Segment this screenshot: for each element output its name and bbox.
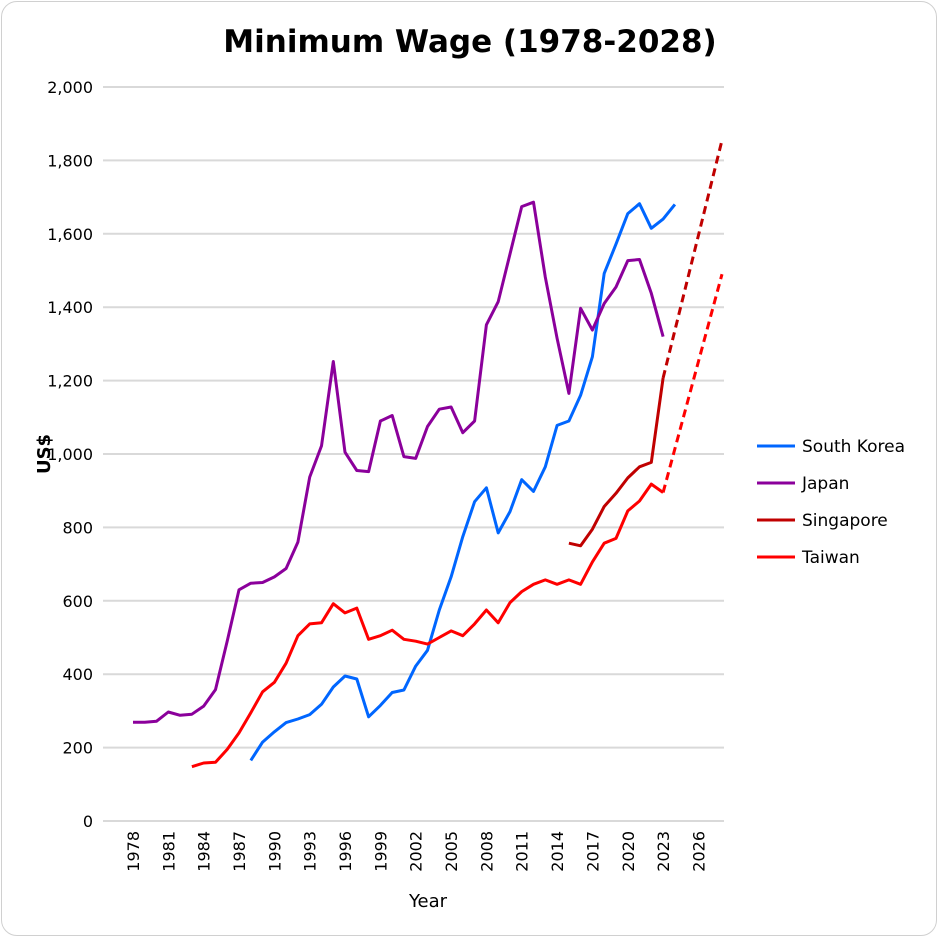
y-tick-label: 400 xyxy=(62,665,93,684)
chart-title: Minimum Wage (1978-2028) xyxy=(223,24,716,60)
y-tick-label: 800 xyxy=(62,518,93,537)
y-tick-label: 1,800 xyxy=(47,151,93,170)
legend-label-taiwan: Taiwan xyxy=(801,548,860,568)
y-tick-label: 1,000 xyxy=(47,445,93,464)
y-axis-label: US$ xyxy=(34,434,55,474)
series-line-south-korea xyxy=(249,202,677,762)
x-tick-label: 1999 xyxy=(371,831,390,872)
y-tick-label: 2,000 xyxy=(47,78,93,97)
y-tick-label: 0 xyxy=(83,812,93,831)
x-tick-label: 2005 xyxy=(442,831,461,872)
y-tick-label: 600 xyxy=(62,592,93,611)
x-tick-label: 1981 xyxy=(159,831,178,872)
y-tick-label: 1,200 xyxy=(47,372,93,391)
legend-label-singapore: Singapore xyxy=(802,511,888,531)
x-tick-label: 2023 xyxy=(654,831,673,872)
series-line-taiwan xyxy=(191,482,664,769)
projection-line-taiwan xyxy=(661,273,724,493)
legend-label-south-korea: South Korea xyxy=(802,437,905,457)
x-tick-label: 1978 xyxy=(124,831,143,872)
x-tick-label: 2008 xyxy=(477,831,496,872)
projection-line-singapore xyxy=(661,139,724,379)
x-axis-label: Year xyxy=(408,891,448,912)
x-tick-label: 1996 xyxy=(336,831,355,872)
x-tick-label: 2014 xyxy=(548,831,567,872)
y-tick-label: 1,400 xyxy=(47,298,93,317)
x-tick-label: 2002 xyxy=(407,831,426,872)
y-tick-label: 200 xyxy=(62,739,93,758)
x-tick-label: 1987 xyxy=(230,831,249,872)
x-tick-label: 2017 xyxy=(583,831,602,872)
legend-label-japan: Japan xyxy=(801,474,849,494)
x-tick-label: 2011 xyxy=(513,831,532,872)
x-tick-label: 1990 xyxy=(265,831,284,872)
x-tick-label: 2026 xyxy=(689,831,708,872)
series-line-japan xyxy=(133,200,665,724)
x-tick-label: 1993 xyxy=(301,831,320,872)
x-tick-label: 1984 xyxy=(195,831,214,872)
series-line-singapore xyxy=(568,377,665,548)
x-tick-label: 2020 xyxy=(619,831,638,872)
y-tick-label: 1,600 xyxy=(47,225,93,244)
